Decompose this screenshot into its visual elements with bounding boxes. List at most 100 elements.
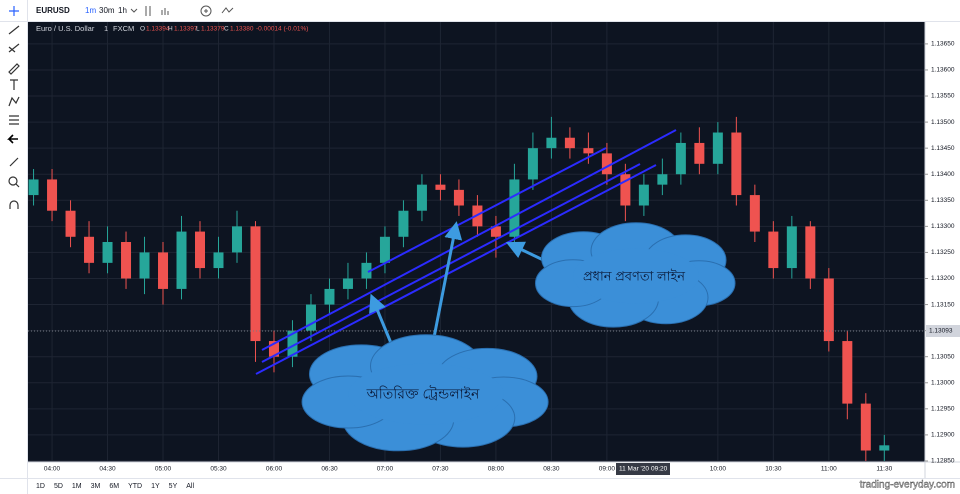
- y-tick-label: 1.12950: [931, 406, 955, 413]
- trend-line: [367, 147, 607, 273]
- candle-body: [102, 242, 113, 263]
- x-tick-label: 05:30: [210, 466, 227, 473]
- time-axis: [28, 462, 960, 478]
- y-tick-label: 1.13550: [931, 93, 955, 100]
- candle-body: [731, 132, 742, 196]
- candle-body: [176, 231, 187, 289]
- x-tick-label: 06:00: [266, 466, 283, 473]
- cloud-core: [573, 248, 699, 304]
- candle-body: [324, 288, 335, 305]
- candle-body: [121, 242, 132, 279]
- candle-body: [65, 210, 76, 237]
- range-button[interactable]: 1D: [36, 483, 45, 490]
- y-tick-label: 1.13600: [931, 67, 955, 74]
- cloud-core: [348, 363, 504, 425]
- range-button[interactable]: 1Y: [151, 483, 160, 490]
- range-button[interactable]: 1M: [72, 483, 82, 490]
- toolbar-icons[interactable]: [130, 5, 234, 17]
- candle-body: [657, 174, 668, 185]
- last-price: 1.13093: [929, 328, 953, 335]
- trend-line: [261, 129, 677, 351]
- y-tick-label: 1.13200: [931, 275, 955, 282]
- x-tick-label: 07:00: [377, 466, 394, 473]
- crosshair-time: 09:20: [651, 466, 668, 473]
- candle-body: [620, 174, 631, 206]
- interval[interactable]: 1h: [118, 6, 127, 15]
- y-tick-label: 1.13300: [931, 223, 955, 230]
- candle-body: [694, 142, 705, 164]
- x-tick-label: 08:30: [543, 466, 560, 473]
- drawing-tools[interactable]: [7, 6, 20, 209]
- ohlc-change: -0.00014 (-0.01%): [256, 26, 308, 33]
- ohlc-value: 1.13380: [230, 26, 254, 33]
- candle-body: [268, 341, 279, 357]
- candle-body: [195, 231, 206, 269]
- x-tick-label: 07:30: [432, 466, 449, 473]
- candle-body: [842, 341, 853, 404]
- candle-body: [527, 148, 538, 180]
- x-tick-label: 11:00: [821, 466, 837, 473]
- ohlc-label: L: [196, 26, 200, 33]
- candle-body: [416, 184, 427, 211]
- left-toolbar: [0, 22, 27, 494]
- candle-body: [435, 184, 446, 190]
- candle-body: [712, 132, 723, 164]
- candle-body: [231, 226, 242, 253]
- y-tick-label: 1.13500: [931, 119, 955, 126]
- candle-body: [250, 226, 261, 342]
- y-tick-label: 1.12900: [931, 432, 955, 439]
- y-tick-label: 1.13450: [931, 145, 955, 152]
- candle-body: [879, 445, 890, 451]
- candle-body: [139, 252, 150, 279]
- crosshair-date: 11 Mar '20: [619, 466, 649, 473]
- candle-body: [805, 226, 816, 279]
- range-button[interactable]: 3M: [91, 483, 101, 490]
- x-tick-label: 10:00: [710, 466, 727, 473]
- candle-body: [28, 179, 39, 196]
- cloud: [535, 222, 736, 328]
- candle-body: [47, 179, 58, 211]
- interval[interactable]: 1m: [85, 6, 96, 15]
- candle-body: [786, 226, 797, 269]
- candle-body: [860, 403, 871, 451]
- candle-body: [213, 252, 224, 269]
- legend-interval: 1: [104, 24, 108, 33]
- y-tick-label: 1.12850: [931, 458, 955, 465]
- ohlc-label: H: [168, 26, 173, 33]
- candle-body: [583, 148, 594, 154]
- ohlc-label: O: [140, 26, 145, 33]
- candle-body: [749, 195, 760, 232]
- candle-body: [398, 210, 409, 237]
- range-button[interactable]: 5Y: [169, 483, 178, 490]
- trend-line: [261, 163, 641, 363]
- candle-body: [638, 184, 649, 206]
- x-tick-label: 11:30: [876, 466, 892, 473]
- range-button[interactable]: All: [186, 483, 194, 490]
- top-toolbar: [0, 0, 960, 22]
- y-tick-label: 1.13650: [931, 41, 955, 48]
- candle-body: [305, 304, 316, 331]
- candle-body: [453, 189, 464, 206]
- candle-body: [675, 142, 686, 175]
- ohlc-value: 1.13379: [201, 26, 225, 33]
- x-tick-label: 08:00: [488, 466, 505, 473]
- range-button[interactable]: YTD: [128, 483, 142, 490]
- x-tick-label: 04:30: [99, 466, 116, 473]
- x-tick-label: 10:30: [765, 466, 782, 473]
- price-axis: [925, 22, 960, 462]
- candle-body: [84, 236, 95, 263]
- range-button[interactable]: 5D: [54, 483, 63, 490]
- y-tick-label: 1.13400: [931, 171, 955, 178]
- candle-body: [490, 226, 501, 237]
- candle-body: [564, 137, 575, 149]
- instrument-name: Euro / U.S. Dollar: [36, 24, 95, 33]
- candle-body: [509, 179, 520, 237]
- x-tick-label: 09:00: [599, 466, 616, 473]
- interval[interactable]: 30m: [99, 6, 115, 15]
- y-tick-label: 1.13050: [931, 353, 955, 360]
- range-button[interactable]: 6M: [109, 483, 119, 490]
- y-tick-label: 1.13150: [931, 301, 955, 308]
- symbol[interactable]: EURUSD: [36, 6, 70, 15]
- legend-source: FXCM: [113, 24, 134, 33]
